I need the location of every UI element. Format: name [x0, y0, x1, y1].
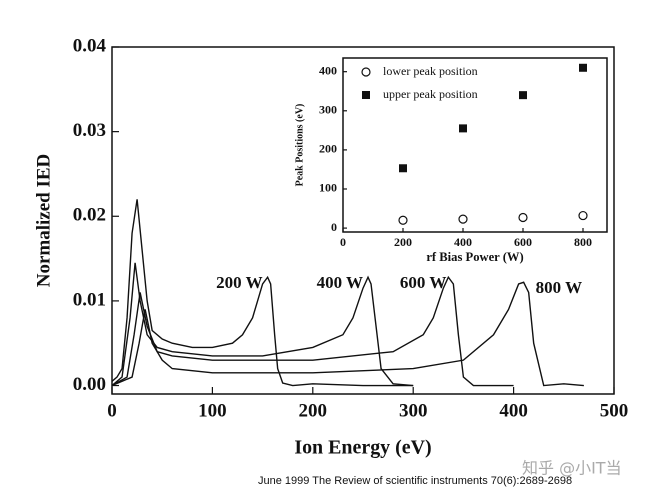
- point: [519, 91, 527, 100]
- x-tick-label: 200: [394, 235, 412, 249]
- x-tick-label: 800: [574, 235, 592, 249]
- ied-curve: [111, 281, 584, 387]
- x-tick-label: 500: [600, 400, 629, 421]
- watermark: 知乎 @小IT当: [522, 459, 622, 478]
- x-tick-label: 600: [514, 235, 532, 249]
- series-label: 200 W: [216, 273, 262, 292]
- point: [578, 210, 588, 221]
- ied-curve: [111, 262, 414, 387]
- series-label: 600 W: [400, 273, 446, 292]
- legend-marker: [362, 91, 370, 99]
- plot-frame: [342, 57, 608, 233]
- x-tick-label: 400: [499, 400, 528, 421]
- x-axis-label: rf Bias Power (W): [426, 250, 523, 264]
- y-tick-label: 0.03: [73, 120, 106, 141]
- ied-curve: [111, 275, 514, 387]
- y-tick-label: 200: [319, 142, 337, 156]
- x-tick-label: 100: [198, 400, 227, 421]
- y-tick-label: 0.02: [73, 205, 106, 226]
- x-axis-label: Ion Energy (eV): [294, 437, 431, 459]
- x-tick-label: 0: [107, 400, 117, 421]
- legend-marker: [361, 67, 371, 77]
- x-tick-label: 400: [454, 235, 472, 249]
- caption: June 1999 The Review of scientific instr…: [258, 475, 572, 487]
- series-label: 400 W: [317, 273, 363, 292]
- y-tick-label: 400: [319, 63, 337, 77]
- point: [458, 214, 468, 224]
- x-tick-label: 200: [299, 400, 328, 421]
- y-tick-label: 0: [331, 220, 337, 234]
- y-tick-label: 300: [319, 103, 337, 117]
- legend-label: upper peak position: [383, 87, 478, 101]
- y-tick-label: 100: [319, 181, 337, 195]
- point: [579, 63, 587, 72]
- legend-label: lower peak position: [383, 64, 478, 78]
- y-axis-label: Peak Positions (eV): [294, 104, 305, 187]
- series-label: 800 W: [536, 278, 582, 297]
- point: [399, 164, 407, 173]
- y-tick-label: 0.00: [73, 374, 106, 395]
- point: [398, 215, 408, 225]
- y-tick-label: 0.01: [73, 289, 106, 310]
- point: [518, 212, 528, 223]
- y-tick-label: 0.04: [73, 35, 107, 56]
- ied-curve: [111, 199, 414, 387]
- x-tick-label: 0: [340, 235, 346, 249]
- y-axis-label: Normalized IED: [33, 154, 54, 288]
- x-tick-label: 300: [399, 400, 428, 421]
- point: [459, 124, 467, 133]
